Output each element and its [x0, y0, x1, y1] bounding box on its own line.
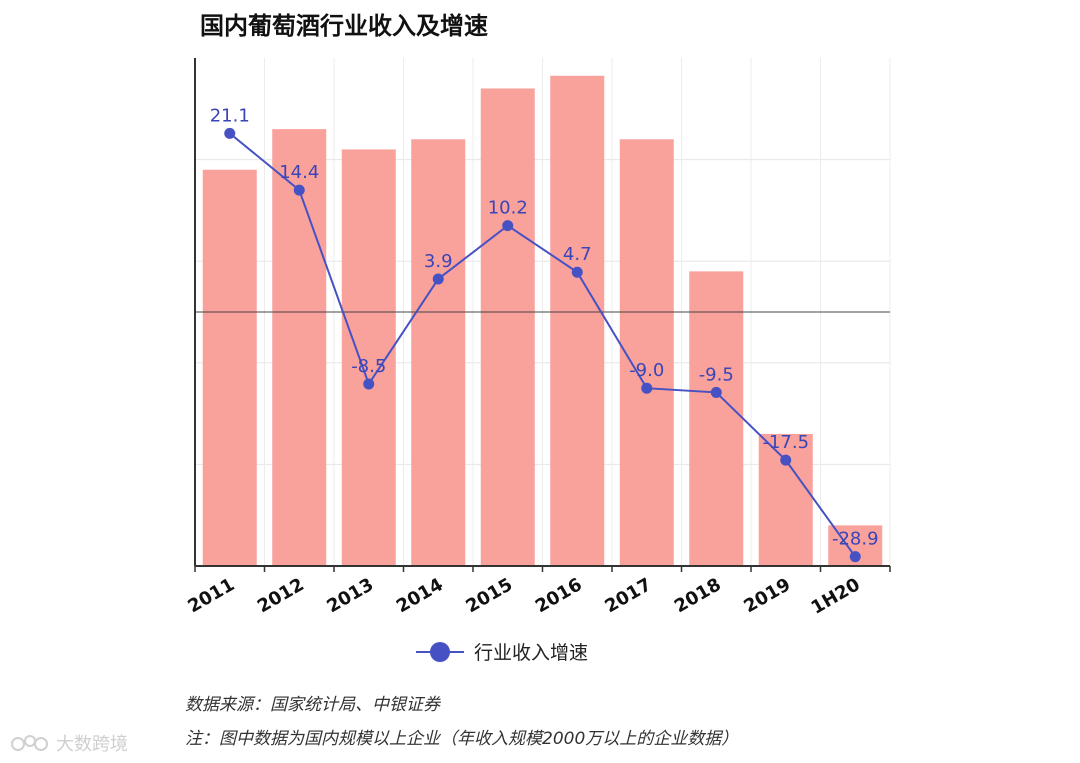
growth-line — [229, 132, 857, 558]
x-tick-label-2014: 2014 — [393, 574, 447, 617]
bar-2016 — [550, 75, 605, 566]
growth-point-2011 — [224, 127, 236, 139]
watermark-logo-icon — [11, 735, 48, 751]
growth-label-2018: -9.5 — [699, 364, 734, 385]
growth-point-2013 — [363, 378, 375, 390]
bar-2018 — [689, 271, 744, 566]
growth-point-2017 — [641, 382, 653, 394]
growth-label-2016: 4.7 — [563, 244, 592, 265]
growth-label-2017: -9.0 — [629, 360, 664, 381]
legend-marker — [430, 642, 450, 662]
x-tick-label-2018: 2018 — [671, 574, 725, 617]
growth-point-2015 — [502, 220, 514, 232]
growth-point-2018 — [710, 386, 722, 398]
growth-label-2011: 21.1 — [210, 105, 250, 126]
bar-2015 — [480, 88, 535, 566]
legend-label: 行业收入增速 — [474, 642, 588, 664]
chart-title: 国内葡萄酒行业收入及增速 — [200, 12, 488, 40]
growth-point-2012 — [293, 184, 305, 196]
watermark: 大数跨境 — [10, 730, 128, 756]
x-tick-label-2017: 2017 — [601, 574, 655, 617]
bar-2019 — [758, 433, 813, 566]
bar-2012 — [272, 129, 327, 566]
growth-point-2014 — [432, 273, 444, 285]
x-tick-label-2015: 2015 — [462, 574, 516, 617]
watermark-text: 大数跨境 — [56, 734, 128, 755]
bar-2014 — [411, 139, 466, 566]
x-tick-label-2013: 2013 — [323, 574, 377, 617]
source-note: 数据来源：国家统计局、中银证券 — [185, 695, 440, 715]
x-tick-label-1H20: 1H20 — [808, 574, 864, 619]
growth-point-1H20 — [849, 551, 861, 563]
bar-2011 — [202, 169, 257, 566]
growth-point-2016 — [571, 266, 583, 278]
annotation-note: 注：图中数据为国内规模以上企业（年收入规模2000万以上的企业数据） — [185, 729, 739, 749]
growth-point-2019 — [780, 454, 792, 466]
growth-label-1H20: -28.9 — [832, 529, 879, 550]
chart-canvas: 2011 2012 2013 2014 2015 2016 2017 2018 2019 1H20… — [184, 58, 891, 664]
growth-label-2014: 3.9 — [424, 251, 453, 272]
x-tick-label-2016: 2016 — [532, 574, 586, 617]
bar-2017 — [619, 139, 674, 566]
x-tick-label-2019: 2019 — [740, 574, 794, 617]
growth-label-2013: -8.5 — [351, 356, 386, 377]
x-tick-label-2011: 2011 — [184, 574, 238, 617]
growth-label-2015: 10.2 — [488, 198, 528, 219]
x-tick-label-2012: 2012 — [254, 574, 308, 617]
growth-label-2019: -17.5 — [762, 432, 809, 453]
growth-label-2012: 14.4 — [279, 162, 319, 183]
